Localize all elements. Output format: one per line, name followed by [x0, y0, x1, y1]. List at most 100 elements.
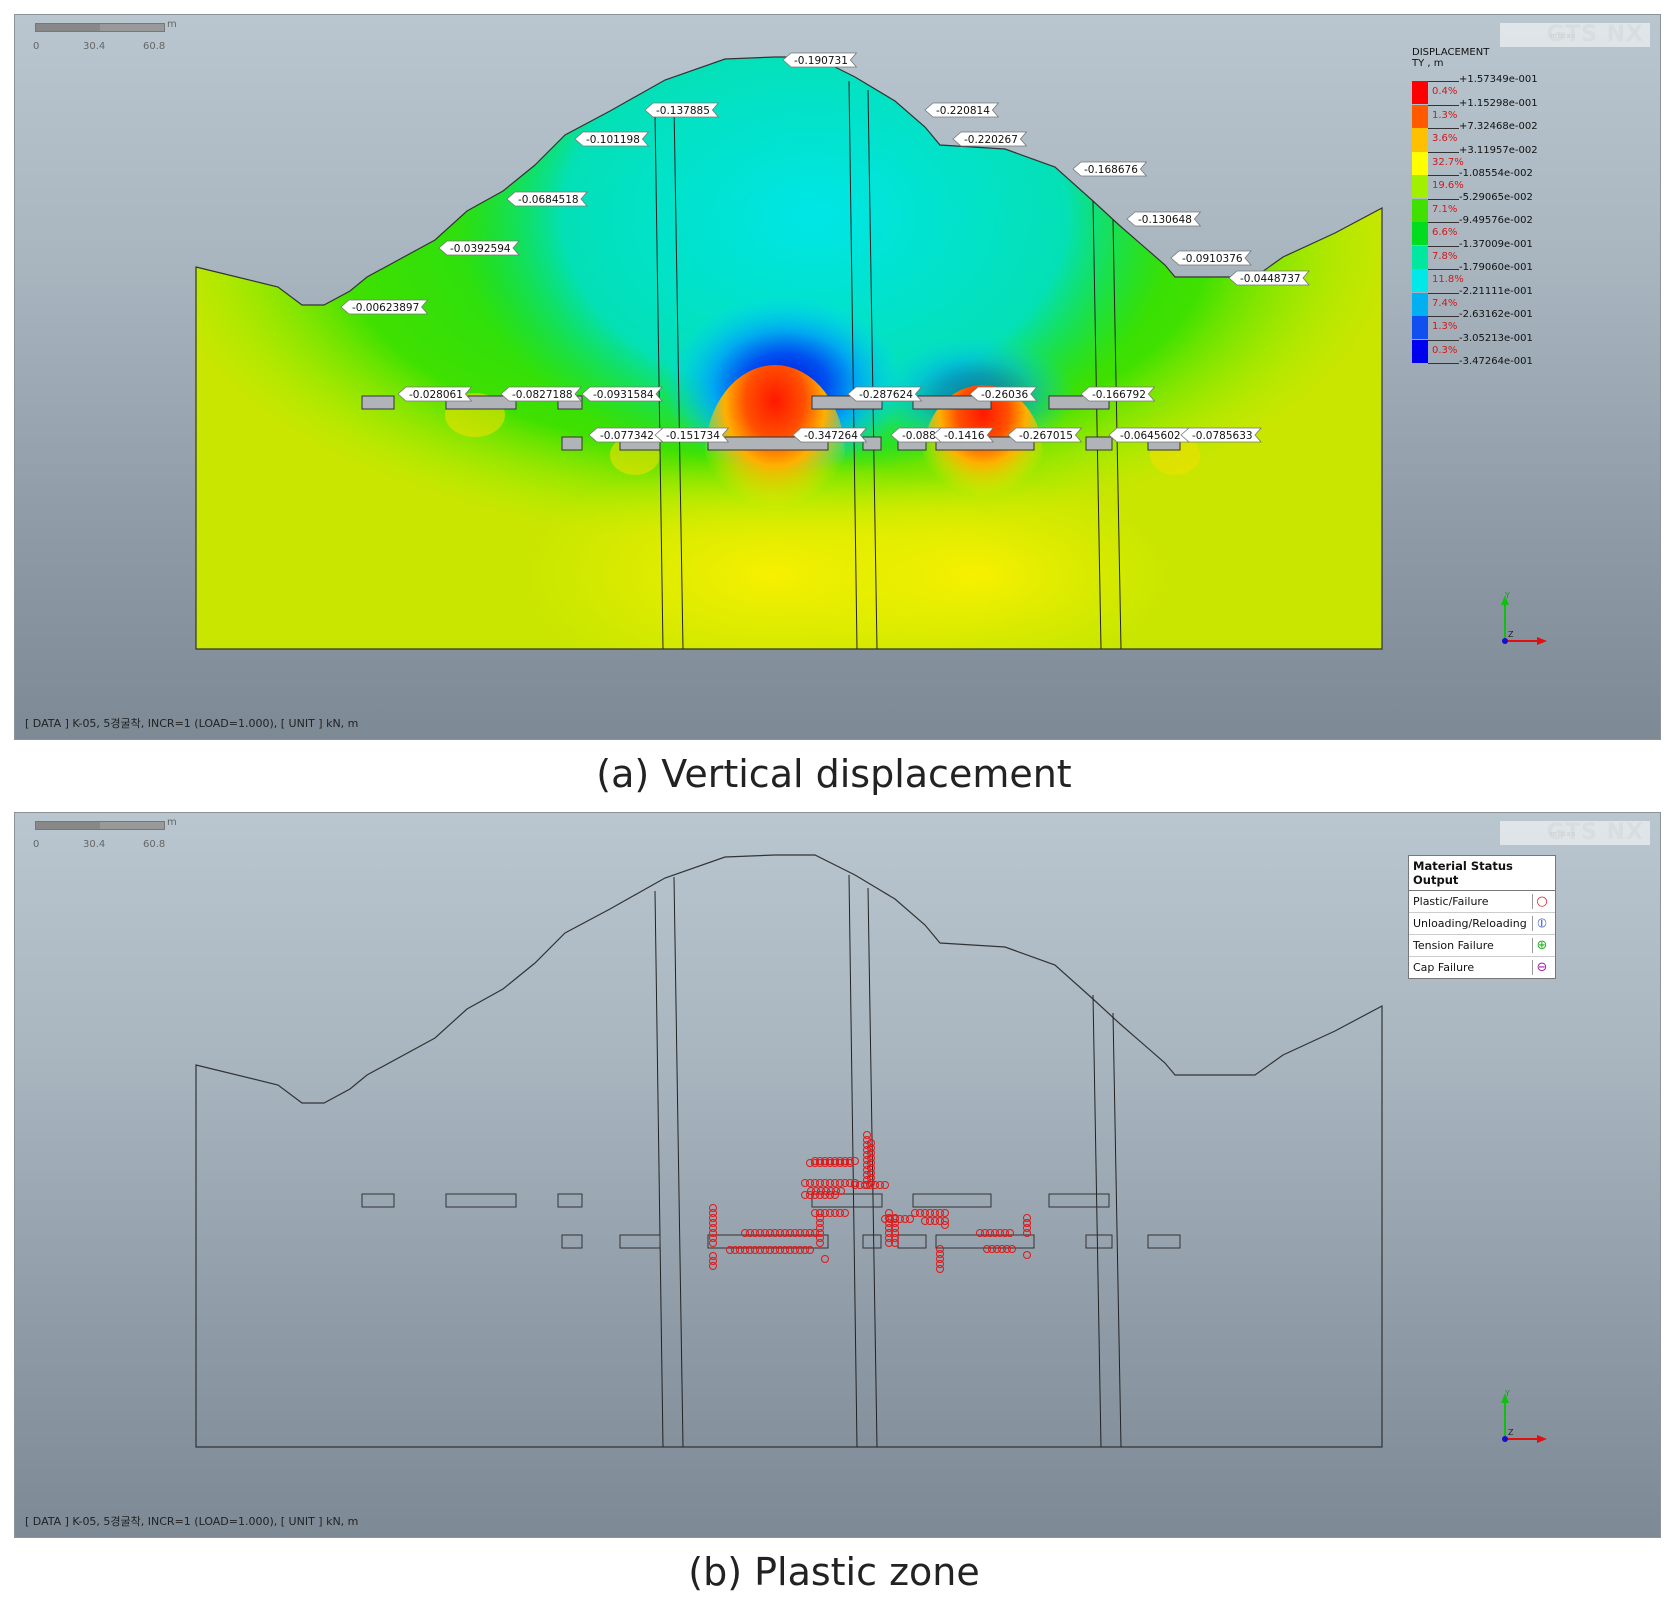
contour-fill	[196, 57, 1382, 649]
material-status-legend: Material Status Output Plastic/Failure ○ …	[1408, 855, 1556, 979]
probe-label: -0.168676	[1072, 161, 1148, 177]
svg-text:-0.287624: -0.287624	[859, 389, 913, 401]
probe-label: -0.151734	[654, 427, 730, 443]
plastic-point	[811, 1159, 819, 1167]
plastic-point	[867, 1164, 875, 1172]
plastic-point	[816, 1219, 824, 1227]
plastic-point	[936, 1245, 944, 1253]
plastic-point	[976, 1229, 984, 1237]
legend-tick	[1428, 175, 1459, 176]
caption-plastic-zone: (b) Plastic zone	[688, 1550, 980, 1594]
plastic-point	[936, 1217, 944, 1225]
plastic-point	[896, 1215, 904, 1223]
plastic-point	[821, 1191, 829, 1199]
plastic-point	[916, 1209, 924, 1217]
plastic-point	[811, 1179, 819, 1187]
legend-swatch	[1412, 175, 1428, 198]
cap-failure-icon: ⊖	[1532, 960, 1551, 975]
status-footer: [ DATA ] K-05, 5경굴착, INCR=1 (LOAD=1.000)…	[25, 1515, 359, 1528]
probe-label: -0.130648	[1126, 211, 1202, 227]
plastic-point	[876, 1181, 884, 1189]
plastic-point	[831, 1157, 839, 1165]
legend-item-cap-failure: Cap Failure ⊖	[1409, 957, 1555, 978]
svg-text:-0.220814: -0.220814	[936, 105, 990, 117]
svg-text:-0.267015: -0.267015	[1019, 430, 1073, 442]
plastic-point	[816, 1157, 824, 1165]
plastic-point	[806, 1159, 814, 1167]
probe-label: -0.0645602	[1108, 427, 1190, 443]
plastic-point	[709, 1219, 717, 1227]
legend-value: -2.63162e-001	[1459, 309, 1533, 320]
plastic-point	[826, 1209, 834, 1217]
plastic-point	[936, 1255, 944, 1263]
plastic-point	[846, 1159, 854, 1167]
plastic-point	[851, 1157, 859, 1165]
legend-percent: 7.1%	[1432, 203, 1458, 215]
probe-label: -0.0448737	[1228, 270, 1310, 286]
plastic-point	[885, 1219, 893, 1227]
plastic-point	[826, 1157, 834, 1165]
plastic-point	[941, 1221, 949, 1229]
plastic-point	[891, 1229, 899, 1237]
legend-swatch	[1412, 339, 1428, 363]
plastic-point	[741, 1246, 749, 1254]
plastic-point	[836, 1157, 844, 1165]
plastic-point	[822, 1187, 830, 1195]
legend-percent: 7.4%	[1432, 297, 1458, 309]
plastic-point	[831, 1179, 839, 1187]
ground-boundary	[195, 854, 1383, 1448]
plastic-point	[851, 1181, 859, 1189]
plastic-point	[806, 1179, 814, 1187]
legend-swatch	[1412, 151, 1428, 175]
plastic-point	[911, 1209, 919, 1217]
legend-tick	[1428, 292, 1459, 294]
legend-value: +1.57349e-001	[1459, 74, 1538, 85]
plastic-point	[811, 1191, 819, 1199]
legend-percent: 0.3%	[1432, 344, 1458, 356]
probe-label: -0.0910376	[1170, 250, 1252, 266]
displacement-panel: -0.190731 -0.137885 -0.220814 -0.101198 -0.2…	[14, 14, 1661, 740]
legend-value: -1.08554e-002	[1459, 168, 1533, 179]
legend-tick	[1428, 339, 1459, 341]
legend-swatch	[1412, 81, 1428, 104]
plastic-point	[801, 1229, 809, 1237]
plastic-point	[863, 1131, 871, 1139]
plastic-zone-plot	[195, 854, 1383, 1448]
plastic-point	[998, 1245, 1006, 1253]
legend-value: -2.21111e-001	[1459, 285, 1533, 297]
plastic-point	[731, 1246, 739, 1254]
legend-title: Material Status Output	[1409, 856, 1555, 891]
plastic-point	[936, 1209, 944, 1217]
plastic-point	[832, 1187, 840, 1195]
svg-text:-0.0645602: -0.0645602	[1120, 430, 1181, 442]
legend-tick	[1428, 81, 1459, 82]
plastic-point	[867, 1139, 875, 1147]
plastic-point	[709, 1262, 717, 1270]
pile-lines	[654, 80, 1122, 650]
plastic-point	[801, 1179, 809, 1187]
legend-tick	[1428, 198, 1459, 200]
plastic-point	[801, 1246, 809, 1254]
svg-text:-0.00623897: -0.00623897	[352, 302, 419, 314]
probe-label: -0.220814	[924, 102, 1000, 118]
plastic-point	[921, 1217, 929, 1225]
legend-percent: 3.6%	[1432, 133, 1458, 144]
legend-tick	[1428, 245, 1459, 247]
svg-text:-0.0910376: -0.0910376	[1182, 253, 1243, 265]
legend-percent: 7.8%	[1432, 250, 1458, 262]
plastic-point	[1023, 1251, 1031, 1259]
svg-text:-0.0392594: -0.0392594	[450, 243, 511, 255]
plastic-point	[796, 1229, 804, 1237]
svg-text:-0.347264: -0.347264	[804, 430, 858, 442]
plastic-point	[906, 1215, 914, 1223]
legend-tick	[1428, 363, 1459, 364]
plastic-point	[736, 1246, 744, 1254]
svg-text:-0.220267: -0.220267	[964, 134, 1018, 146]
legend-tick	[1428, 222, 1459, 223]
legend-percent: 1.3%	[1432, 109, 1458, 121]
probe-label: -0.101198	[574, 131, 650, 147]
plastic-point	[816, 1179, 824, 1187]
svg-text:-0.130648: -0.130648	[1138, 214, 1192, 226]
legend-value: +1.15298e-001	[1459, 97, 1538, 109]
plastic-point	[826, 1179, 834, 1187]
